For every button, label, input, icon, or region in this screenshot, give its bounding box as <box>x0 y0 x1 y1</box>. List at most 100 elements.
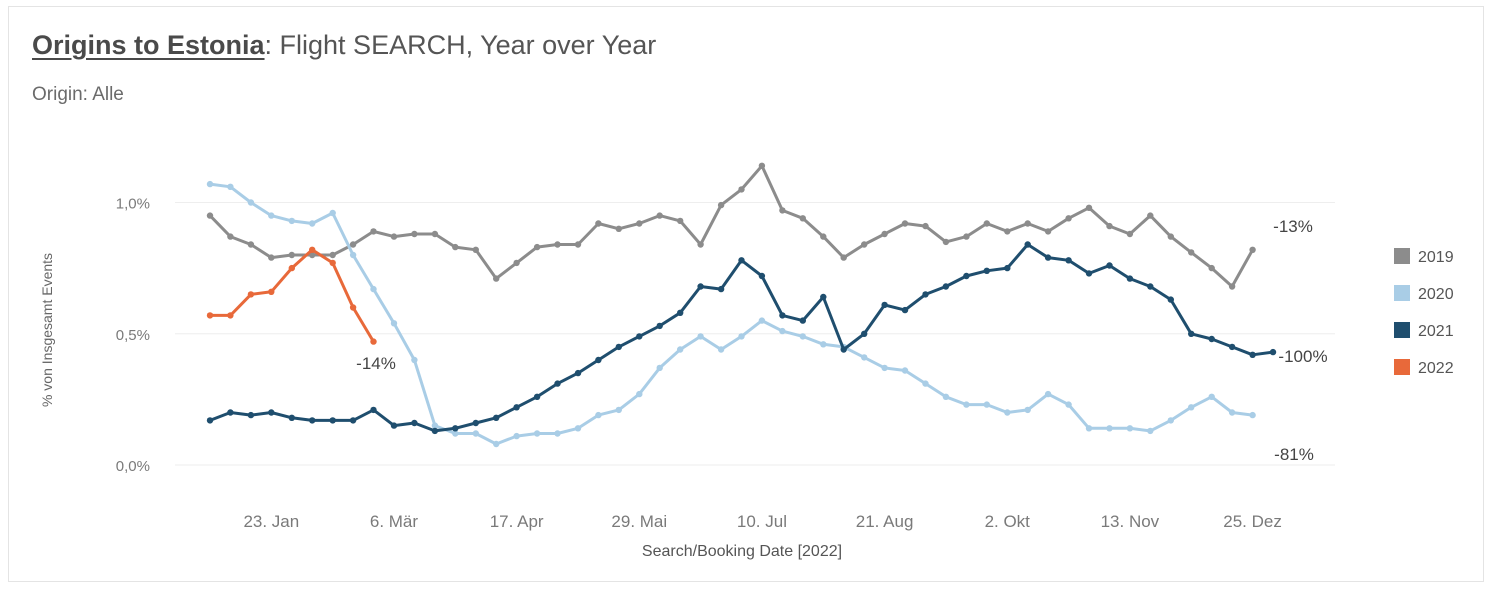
data-point-2022[interactable] <box>329 259 336 267</box>
data-point-2021[interactable] <box>349 417 357 424</box>
data-point-2021[interactable] <box>513 404 520 411</box>
data-point-2019[interactable] <box>206 212 214 219</box>
data-point-2021[interactable] <box>411 419 418 427</box>
data-point-2020[interactable] <box>227 183 234 190</box>
data-point-2020[interactable] <box>329 209 336 217</box>
data-point-2021[interactable] <box>1004 264 1011 272</box>
data-point-2019[interactable] <box>963 233 970 240</box>
data-point-2022[interactable] <box>268 288 275 295</box>
data-point-2021[interactable] <box>390 422 398 429</box>
data-point-2021[interactable] <box>493 414 500 421</box>
data-point-2021[interactable] <box>1188 330 1195 337</box>
data-point-2021[interactable] <box>431 427 439 435</box>
data-point-2019[interactable] <box>1126 230 1134 238</box>
data-point-2021[interactable] <box>1147 283 1154 290</box>
data-point-2021[interactable] <box>656 322 663 330</box>
data-point-2019[interactable] <box>1106 222 1113 230</box>
data-point-2020[interactable] <box>636 390 643 398</box>
title-origin-link[interactable]: Origins to Estonia <box>32 30 265 60</box>
data-point-2020[interactable] <box>411 356 418 364</box>
data-point-2021[interactable] <box>329 417 336 424</box>
data-point-2020[interactable] <box>1085 425 1093 432</box>
data-point-2020[interactable] <box>1126 425 1134 432</box>
data-point-2020[interactable] <box>1106 425 1113 432</box>
data-point-2019[interactable] <box>881 230 888 238</box>
data-point-2020[interactable] <box>1208 393 1215 400</box>
data-point-2020[interactable] <box>554 430 561 437</box>
data-point-2020[interactable] <box>288 217 295 225</box>
data-point-2019[interactable] <box>329 251 336 259</box>
data-point-2019[interactable] <box>349 241 357 248</box>
data-point-2020[interactable] <box>717 346 725 353</box>
data-point-2020[interactable] <box>1167 417 1175 424</box>
data-point-2020[interactable] <box>247 199 255 206</box>
data-point-2021[interactable] <box>615 343 622 351</box>
data-point-2021[interactable] <box>452 425 459 432</box>
data-point-2019[interactable] <box>574 241 582 248</box>
data-point-2021[interactable] <box>799 317 806 324</box>
data-point-2020[interactable] <box>656 364 663 372</box>
data-point-2022[interactable] <box>227 312 234 319</box>
data-point-2021[interactable] <box>779 312 786 319</box>
data-point-2019[interactable] <box>247 241 255 248</box>
data-point-2020[interactable] <box>533 430 541 437</box>
data-point-2019[interactable] <box>1004 228 1011 235</box>
data-point-2021[interactable] <box>820 293 827 301</box>
data-point-2020[interactable] <box>779 327 786 335</box>
data-point-2022[interactable] <box>370 338 377 345</box>
data-point-2019[interactable] <box>595 220 602 227</box>
data-point-2019[interactable] <box>1208 264 1215 272</box>
data-point-2021[interactable] <box>247 411 255 419</box>
data-point-2019[interactable] <box>942 238 950 246</box>
data-point-2019[interactable] <box>758 162 766 169</box>
data-point-2019[interactable] <box>309 251 316 259</box>
data-point-2020[interactable] <box>861 354 868 361</box>
data-point-2019[interactable] <box>431 230 439 238</box>
data-point-2019[interactable] <box>677 217 684 225</box>
data-point-2020[interactable] <box>1188 404 1195 411</box>
data-point-2019[interactable] <box>1044 228 1052 235</box>
data-point-2019[interactable] <box>922 222 929 230</box>
data-point-2020[interactable] <box>983 401 990 408</box>
data-point-2019[interactable] <box>227 233 234 240</box>
data-point-2020[interactable] <box>820 341 827 348</box>
data-point-2021[interactable] <box>697 283 704 290</box>
data-point-2019[interactable] <box>472 246 479 253</box>
data-point-2019[interactable] <box>533 243 541 251</box>
data-point-2021[interactable] <box>636 333 643 340</box>
data-point-2020[interactable] <box>472 430 479 437</box>
data-point-2019[interactable] <box>799 215 806 222</box>
data-point-2019[interactable] <box>820 233 827 240</box>
data-point-2020[interactable] <box>1024 406 1031 414</box>
data-point-2019[interactable] <box>1024 220 1031 227</box>
data-point-2020[interactable] <box>1004 409 1011 416</box>
data-point-2019[interactable] <box>861 241 868 248</box>
data-point-2020[interactable] <box>697 333 704 340</box>
data-point-2021[interactable] <box>1126 275 1134 282</box>
data-point-2020[interactable] <box>1044 390 1052 398</box>
data-point-2020[interactable] <box>370 285 377 293</box>
data-point-2020[interactable] <box>431 422 439 429</box>
data-point-2021[interactable] <box>1208 335 1215 343</box>
data-point-2020[interactable] <box>268 212 275 219</box>
data-point-2019[interactable] <box>390 233 398 240</box>
data-point-2021[interactable] <box>942 283 950 290</box>
data-point-2020[interactable] <box>452 430 459 437</box>
data-point-2021[interactable] <box>227 409 234 416</box>
data-point-2021[interactable] <box>1167 296 1175 303</box>
data-point-2021[interactable] <box>1065 257 1072 264</box>
data-point-2019[interactable] <box>452 243 459 251</box>
data-point-2020[interactable] <box>309 220 316 227</box>
data-point-2019[interactable] <box>1228 283 1236 290</box>
data-point-2019[interactable] <box>1167 233 1175 240</box>
data-point-2019[interactable] <box>1147 212 1154 219</box>
data-point-2020[interactable] <box>881 364 888 372</box>
data-point-2020[interactable] <box>1065 401 1072 408</box>
data-point-2019[interactable] <box>983 220 990 227</box>
data-point-2020[interactable] <box>1249 411 1256 419</box>
data-point-2021[interactable] <box>1228 343 1236 351</box>
data-point-2021[interactable] <box>370 406 377 414</box>
data-point-2022[interactable] <box>247 291 255 298</box>
data-point-2021[interactable] <box>1249 351 1256 358</box>
data-point-2021[interactable] <box>268 409 275 416</box>
